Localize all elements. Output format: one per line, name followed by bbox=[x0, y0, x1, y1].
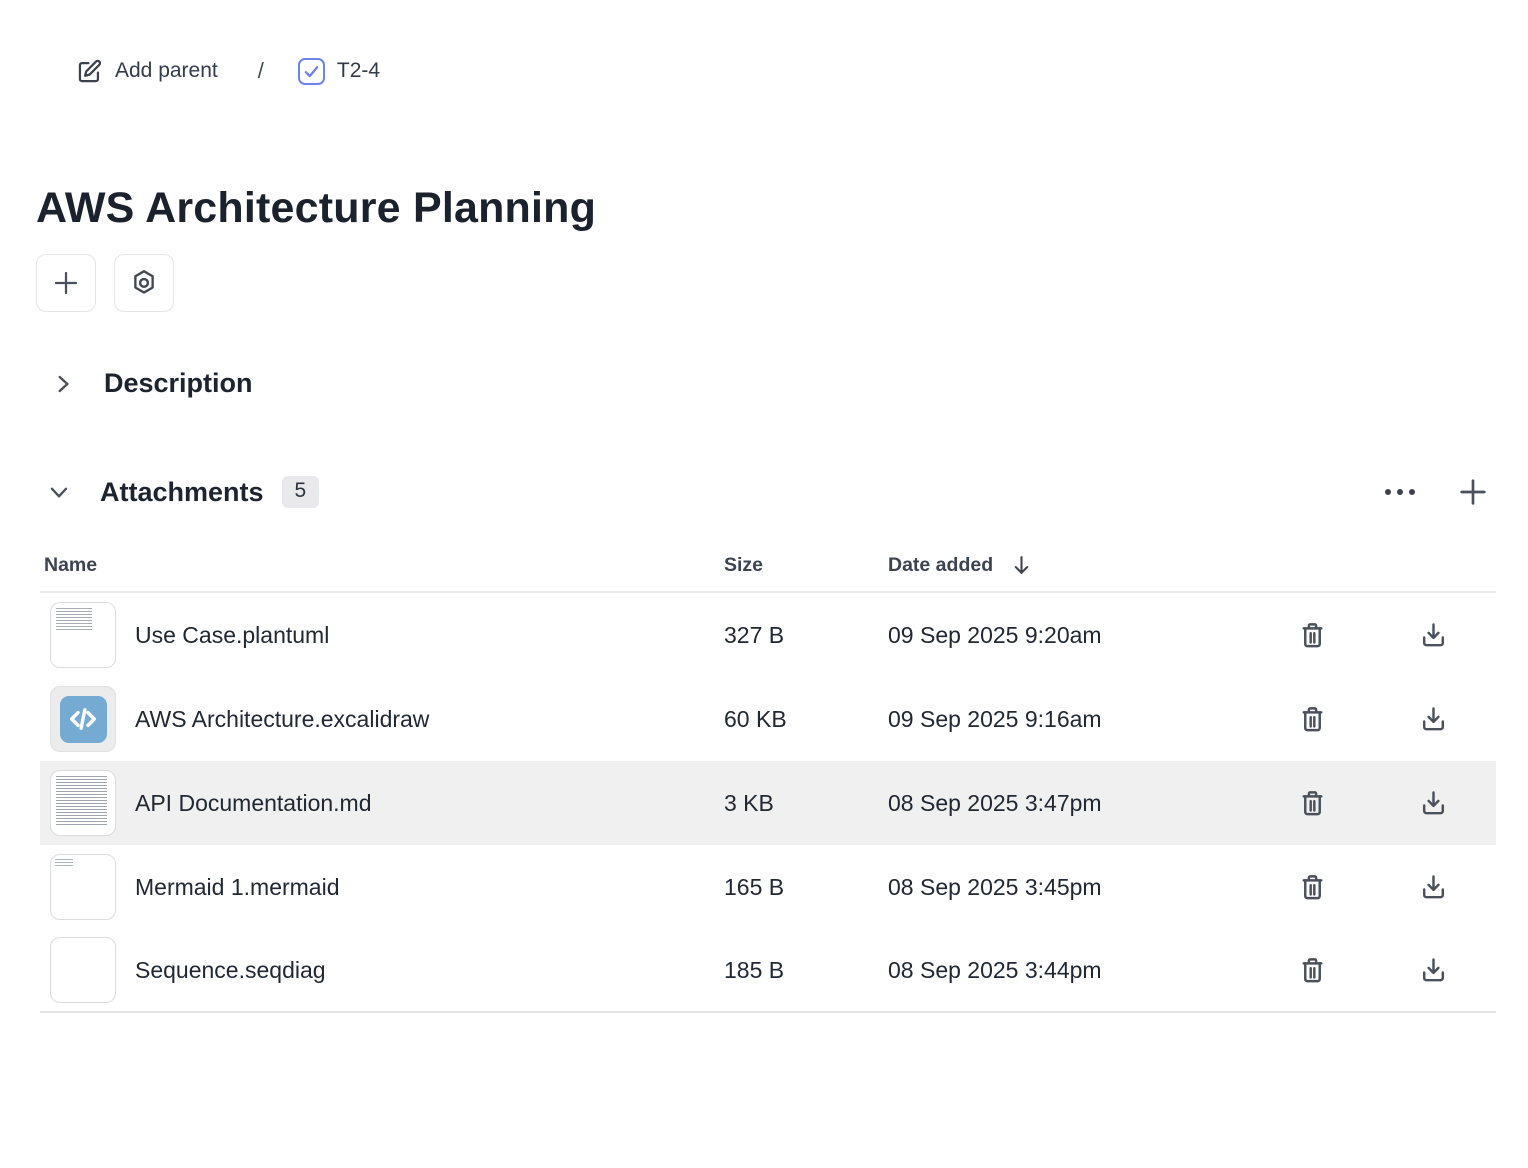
ellipsis-icon bbox=[1382, 479, 1418, 505]
file-thumbnail bbox=[50, 602, 116, 668]
file-date-added: 09 Sep 2025 9:20am bbox=[888, 621, 1102, 648]
download-button[interactable] bbox=[1411, 781, 1455, 825]
breadcrumb-separator: / bbox=[257, 58, 264, 83]
file-date-added: 08 Sep 2025 3:47pm bbox=[888, 789, 1102, 816]
column-header-date-label: Date added bbox=[888, 553, 994, 576]
attachments-more-button[interactable] bbox=[1378, 475, 1422, 509]
file-date-added: 09 Sep 2025 9:16am bbox=[888, 705, 1102, 732]
download-button[interactable] bbox=[1411, 697, 1455, 741]
add-button[interactable] bbox=[36, 254, 96, 312]
edit-icon bbox=[76, 58, 103, 85]
file-size: 185 B bbox=[724, 956, 785, 983]
attachments-count-badge: 5 bbox=[281, 476, 320, 508]
attachments-section-label: Attachments bbox=[100, 476, 264, 507]
file-date-added: 08 Sep 2025 3:44pm bbox=[888, 956, 1102, 983]
file-name: AWS Architecture.excalidraw bbox=[135, 705, 430, 732]
file-size: 3 KB bbox=[724, 789, 774, 816]
delete-button[interactable] bbox=[1290, 948, 1334, 992]
attachment-page: Add parent / T2-4 AWS Architecture Plann… bbox=[0, 54, 1528, 1013]
plus-icon bbox=[51, 268, 81, 298]
table-row[interactable]: AWS Architecture.excalidraw 60 KB 09 Sep… bbox=[40, 677, 1496, 761]
breadcrumb: Add parent / T2-4 bbox=[76, 54, 1496, 88]
delete-button[interactable] bbox=[1290, 613, 1334, 657]
file-name: Use Case.plantuml bbox=[135, 621, 330, 648]
delete-button[interactable] bbox=[1290, 697, 1334, 741]
table-row[interactable]: API Documentation.md 3 KB 08 Sep 2025 3:… bbox=[40, 761, 1496, 845]
column-header-size[interactable]: Size bbox=[724, 553, 764, 576]
file-size: 165 B bbox=[724, 873, 785, 900]
table-row[interactable]: Use Case.plantuml 327 B 09 Sep 2025 9:20… bbox=[40, 593, 1496, 677]
column-header-name[interactable]: Name bbox=[44, 553, 98, 576]
attachments-actions bbox=[1378, 471, 1494, 513]
checked-checkbox-icon bbox=[297, 57, 325, 85]
description-section-label: Description bbox=[104, 368, 253, 398]
file-thumbnail bbox=[50, 770, 116, 836]
attachments-add-button[interactable] bbox=[1452, 471, 1494, 513]
add-parent-button[interactable]: Add parent bbox=[76, 58, 218, 85]
attachments-table: Name Size Date added Use Case.plantuml 3… bbox=[40, 539, 1496, 1013]
nut-icon bbox=[129, 268, 159, 298]
chevron-down-icon bbox=[46, 478, 72, 506]
table-row[interactable]: Sequence.seqdiag 185 B 08 Sep 2025 3:44p… bbox=[40, 929, 1496, 1013]
page-title: AWS Architecture Planning bbox=[36, 184, 597, 232]
title-toolbar bbox=[36, 254, 1496, 312]
delete-button[interactable] bbox=[1290, 865, 1334, 909]
code-icon bbox=[50, 686, 116, 752]
sort-arrow-down-icon bbox=[1009, 553, 1034, 578]
file-size: 60 KB bbox=[724, 705, 787, 732]
task-id: T2-4 bbox=[336, 59, 381, 82]
file-thumbnail bbox=[50, 854, 116, 920]
download-button[interactable] bbox=[1411, 865, 1455, 909]
table-header: Name Size Date added bbox=[40, 539, 1496, 593]
file-thumbnail bbox=[50, 937, 116, 1003]
attachments-section-header: Attachments 5 bbox=[46, 471, 1496, 513]
download-button[interactable] bbox=[1411, 948, 1455, 992]
file-size: 327 B bbox=[724, 621, 785, 648]
download-button[interactable] bbox=[1411, 613, 1455, 657]
attachments-section-toggle[interactable]: Attachments 5 bbox=[46, 476, 1378, 508]
add-parent-label: Add parent bbox=[115, 59, 218, 82]
breadcrumb-task-link[interactable]: T2-4 bbox=[297, 57, 381, 85]
table-row[interactable]: Mermaid 1.mermaid 165 B 08 Sep 2025 3:45… bbox=[40, 845, 1496, 929]
file-name: Sequence.seqdiag bbox=[135, 956, 326, 983]
settings-button[interactable] bbox=[114, 254, 174, 312]
file-name: API Documentation.md bbox=[135, 789, 372, 816]
delete-button[interactable] bbox=[1290, 781, 1334, 825]
chevron-right-icon bbox=[50, 371, 76, 397]
file-date-added: 08 Sep 2025 3:45pm bbox=[888, 873, 1102, 900]
plus-icon bbox=[1456, 475, 1490, 509]
description-section-toggle[interactable]: Description bbox=[50, 368, 1496, 399]
file-name: Mermaid 1.mermaid bbox=[135, 873, 340, 900]
column-header-date-added[interactable]: Date added bbox=[888, 553, 1232, 578]
